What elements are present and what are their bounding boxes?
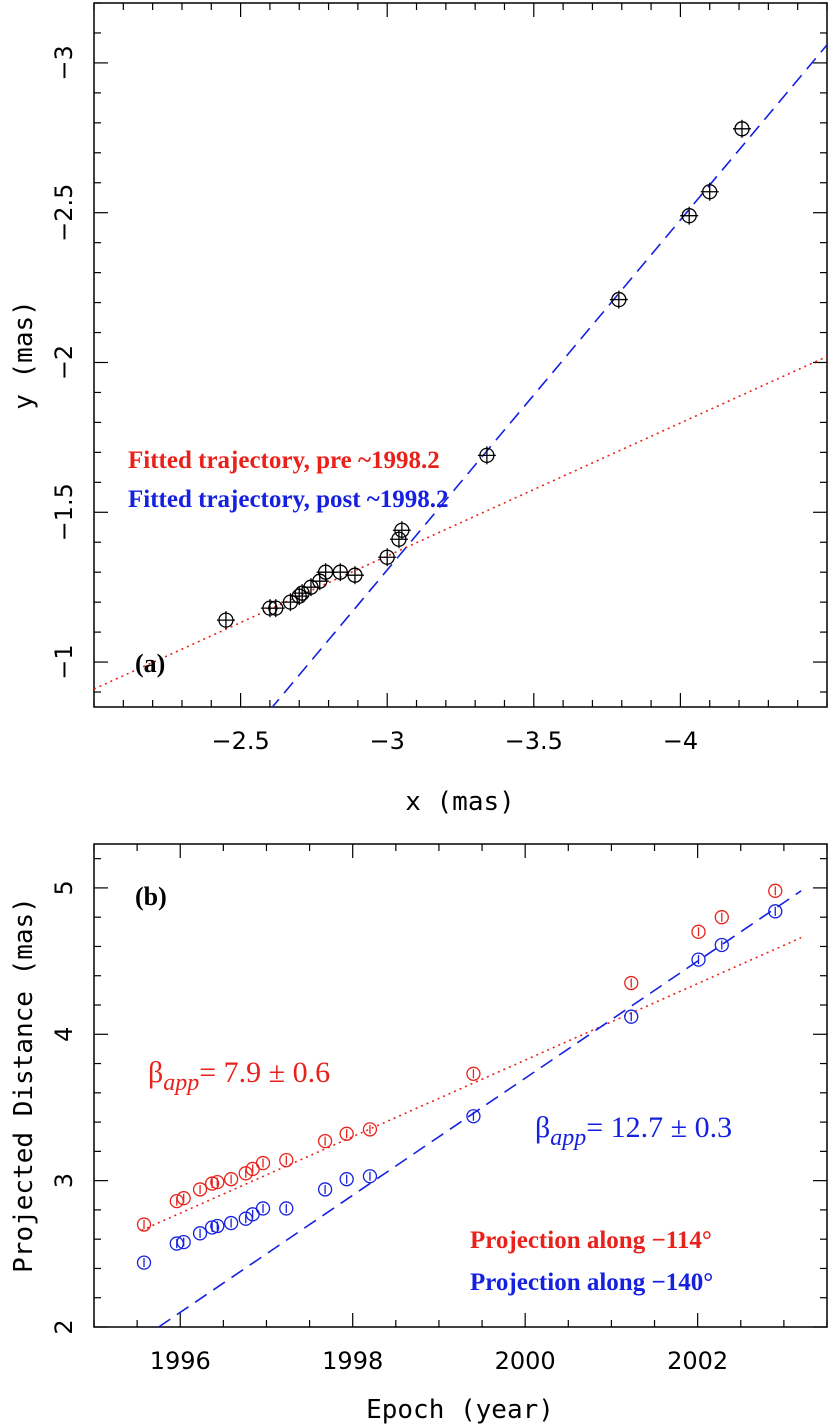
data-point [609, 290, 628, 309]
y-tick-label: −1 [50, 644, 78, 679]
legend-projection-114: Projection along −114° [470, 1227, 712, 1254]
beta-symbol: β [535, 1111, 550, 1144]
data-point [768, 904, 783, 919]
data-point [466, 1109, 481, 1124]
data-point [210, 1218, 225, 1234]
x-tick-label: −2.5 [211, 727, 269, 755]
data-point [691, 924, 706, 939]
panel-a-y-axis-label: y (mas) [9, 300, 39, 410]
legend-pre-trajectory: Fitted trajectory, pre ~1998.2 [128, 447, 440, 474]
y-tick-label: 4 [50, 1027, 78, 1042]
data-point [279, 1152, 294, 1168]
data-point [362, 1122, 378, 1137]
data-point [339, 1172, 354, 1187]
data-point [331, 563, 350, 582]
panel-a-label: (a) [135, 649, 165, 678]
y-tick-label: −2.5 [50, 184, 78, 242]
x-tick-label: −4 [663, 727, 698, 755]
data-point [216, 611, 235, 630]
data-point [266, 599, 285, 618]
data-point [290, 587, 309, 606]
panel-b-points [136, 883, 783, 1270]
data-point [477, 446, 496, 465]
beta-subscript: app [550, 1125, 586, 1151]
data-point [255, 1155, 271, 1171]
y-tick-label: −2 [50, 345, 78, 380]
data-point [389, 530, 408, 549]
x-tick-label: 1998 [322, 1347, 383, 1375]
beta-value: = 7.9 ± 0.6 [199, 1056, 330, 1089]
data-point [192, 1226, 208, 1241]
panel-a: −2.5 −3 −3.5 −4 −1 −1.5 −2 −2.5 −3 (a) Fitted tr… [9, 2, 828, 817]
data-point [345, 566, 364, 585]
y-tick-label: −3 [50, 45, 78, 80]
data-point [210, 1174, 225, 1190]
data-point [714, 937, 729, 953]
data-point [317, 1133, 333, 1149]
panel-a-ticks: −2.5 −3 −3.5 −4 −1 −1.5 −2 −2.5 −3 [50, 2, 828, 755]
beta-symbol: β [148, 1056, 163, 1089]
fit-line-dotted [141, 936, 802, 1232]
x-tick-label: 2002 [667, 1347, 728, 1375]
beta-value: = 12.7 ± 0.3 [586, 1111, 732, 1144]
data-point [732, 119, 751, 138]
x-tick-label: 1996 [150, 1347, 211, 1375]
panel-b-label: (b) [135, 882, 167, 911]
beta-app-annotation-blue: βapp= 12.7 ± 0.3 [535, 1111, 732, 1151]
data-point [700, 182, 719, 201]
panel-b-x-axis-label: Epoch (year) [366, 1395, 554, 1425]
panel-b-y-axis-label: Projected Distance (mas) [9, 897, 39, 1273]
data-point [714, 910, 729, 925]
fit-line-dotted [94, 355, 827, 690]
y-tick-label: 2 [50, 1319, 78, 1334]
data-point [680, 206, 699, 225]
panel-b-frame [93, 843, 828, 1328]
panel-b-fit-lines [141, 890, 802, 1327]
panel-a-frame [93, 2, 828, 708]
data-point [378, 548, 397, 567]
beta-subscript: app [163, 1070, 199, 1096]
data-point [223, 1172, 239, 1187]
data-point [176, 1191, 191, 1206]
data-point [223, 1215, 239, 1231]
y-tick-label: 3 [50, 1173, 78, 1188]
data-point [392, 521, 411, 540]
data-point [362, 1169, 378, 1184]
legend-projection-140: Projection along −140° [470, 1269, 713, 1296]
data-point [691, 952, 706, 967]
data-point [176, 1234, 191, 1250]
data-point [466, 1066, 481, 1081]
data-point [136, 1217, 152, 1232]
fit-line-dashed [271, 44, 827, 707]
x-tick-label: −3 [370, 727, 405, 755]
data-point [339, 1126, 354, 1141]
panel-a-fit-lines [94, 44, 827, 707]
data-point [136, 1255, 152, 1270]
data-point [255, 1201, 271, 1216]
beta-app-annotation-red: βapp= 7.9 ± 0.6 [148, 1056, 330, 1096]
x-tick-label: −3.5 [505, 727, 563, 755]
y-tick-label: 5 [50, 880, 78, 895]
data-point [317, 1182, 333, 1197]
data-point [279, 1201, 294, 1216]
panel-a-x-axis-label: x (mas) [405, 787, 515, 817]
panel-a-points [216, 119, 751, 630]
data-point [768, 883, 783, 898]
y-tick-label: −1.5 [50, 483, 78, 541]
data-point [192, 1182, 208, 1197]
data-point [624, 1009, 639, 1024]
legend-post-trajectory: Fitted trajectory, post ~1998.2 [128, 486, 449, 513]
data-point [624, 975, 639, 991]
panel-b-ticks: 1996 1998 2000 2002 2 3 4 5 [50, 844, 828, 1375]
x-tick-label: 2000 [495, 1347, 556, 1375]
